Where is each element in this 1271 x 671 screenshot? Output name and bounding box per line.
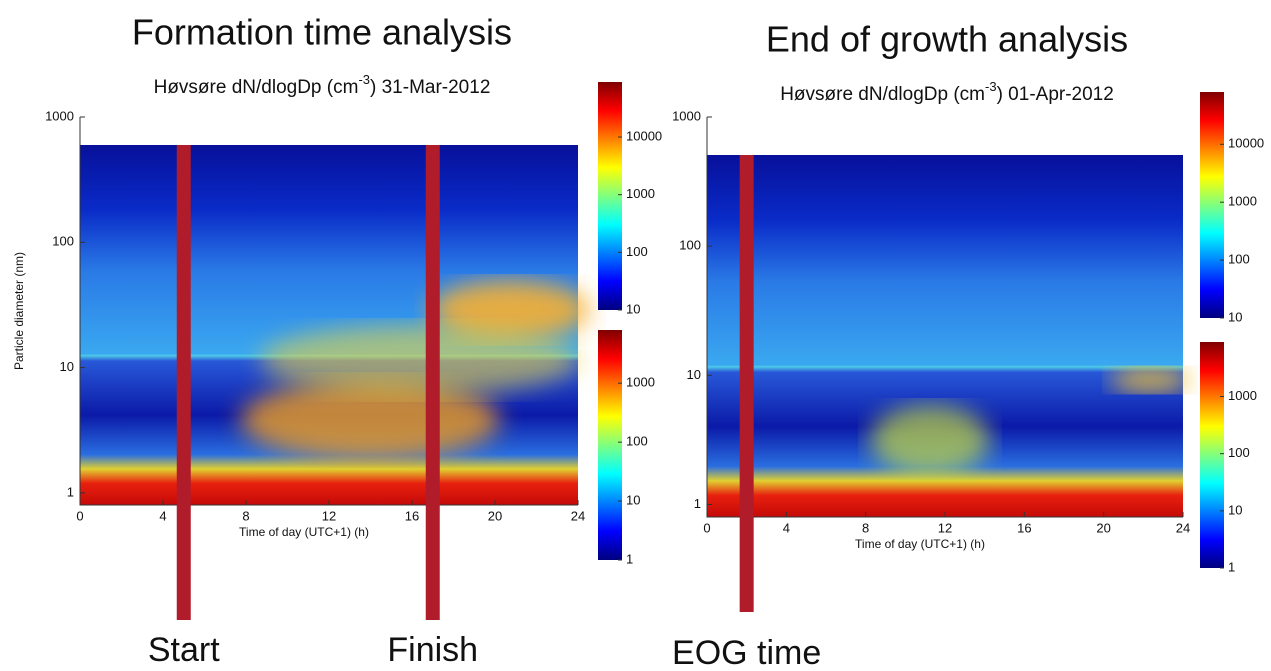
x-tick-label: 12	[938, 520, 952, 535]
x-tick-label: 20	[1096, 520, 1110, 535]
heatmap-feature	[870, 405, 990, 475]
colorbar-tick-label: 1000	[626, 375, 655, 390]
x-tick-label: 12	[322, 508, 336, 523]
chart-title: Høvsøre dN/dlogDp (cm-3) 01-Apr-2012	[780, 79, 1114, 105]
time-marker	[739, 155, 754, 612]
y-tick-label: 1000	[672, 108, 701, 123]
x-tick-label: 4	[783, 520, 790, 535]
colorbar-tick-label: 1	[626, 551, 633, 566]
title-end: ) 01-Apr-2012	[997, 84, 1114, 105]
colorbar-tick-label: 10000	[626, 128, 662, 143]
y-tick-label: 1	[67, 484, 74, 499]
time-marker	[176, 145, 191, 620]
colorbar-tick-label: 1000	[1228, 388, 1257, 403]
y-tick-label: 100	[52, 234, 74, 249]
colorbar	[1200, 92, 1224, 318]
marker-label: EOG time	[672, 634, 821, 671]
marker-label: Finish	[387, 631, 478, 669]
title-sup: -3	[985, 79, 997, 94]
title-text: Høvsøre dN/dlogDp (cm	[780, 84, 985, 105]
colorbar-tick-label: 1000	[626, 186, 655, 201]
colorbar-tick-label: 10	[1228, 502, 1242, 517]
colorbar-tick-label: 100	[626, 434, 648, 449]
y-tick-label: 1	[694, 496, 701, 511]
marker-label: Start	[148, 631, 220, 669]
x-tick-label: 0	[76, 508, 83, 523]
heading: Formation time analysis	[132, 12, 512, 53]
heatmap-feature	[1110, 368, 1190, 392]
colorbar-tick-label: 1	[1228, 559, 1235, 574]
colorbar	[1200, 342, 1224, 568]
colorbar-tick-label: 100	[626, 244, 648, 259]
colorbar	[598, 330, 622, 560]
colorbar-tick-label: 10000	[1228, 136, 1264, 151]
title-sup: -3	[358, 72, 370, 87]
colorbar-tick-label: 100	[1228, 252, 1250, 267]
colorbar-tick-label: 100	[1228, 445, 1250, 460]
chart-title: Høvsøre dN/dlogDp (cm-3) 31-Mar-2012	[154, 72, 491, 98]
title-text: Høvsøre dN/dlogDp (cm	[154, 77, 359, 98]
colorbar-tick-label: 1000	[1228, 194, 1257, 209]
x-tick-label: 24	[1176, 520, 1190, 535]
x-axis-label: Time of day (UTC+1) (h)	[855, 537, 985, 551]
colorbar-tick-label: 10	[1228, 309, 1242, 324]
time-marker	[425, 145, 440, 620]
x-tick-label: 8	[862, 520, 869, 535]
y-tick-label: 1000	[45, 108, 74, 123]
x-axis-label: Time of day (UTC+1) (h)	[239, 525, 369, 539]
heatmap-feature	[260, 325, 580, 395]
x-tick-label: 24	[571, 508, 585, 523]
colorbar	[598, 82, 622, 310]
x-tick-label: 8	[242, 508, 249, 523]
heading: End of growth analysis	[766, 19, 1128, 60]
x-tick-label: 0	[703, 520, 710, 535]
x-tick-label: 16	[405, 508, 419, 523]
title-end: ) 31-Mar-2012	[370, 77, 490, 98]
x-tick-label: 16	[1017, 520, 1031, 535]
y-axis-label: Particle diameter (nm)	[12, 252, 26, 370]
y-tick-label: 10	[687, 367, 701, 382]
colorbar-tick-label: 10	[626, 493, 640, 508]
heatmap-feature	[430, 280, 590, 340]
y-tick-label: 100	[679, 238, 701, 253]
x-tick-label: 4	[159, 508, 166, 523]
colorbar-tick-label: 10	[626, 301, 640, 316]
y-tick-label: 10	[60, 359, 74, 374]
x-tick-label: 20	[488, 508, 502, 523]
